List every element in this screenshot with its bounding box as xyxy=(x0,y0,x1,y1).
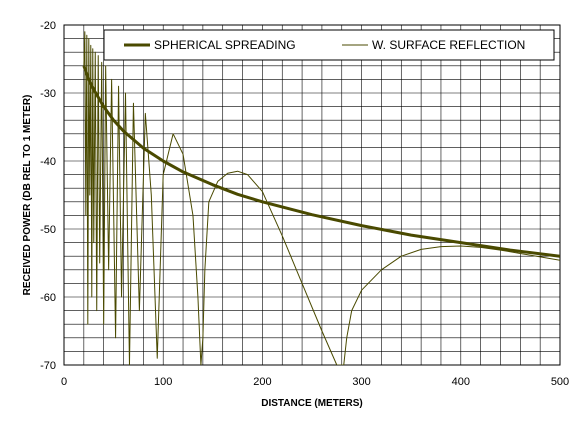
series xyxy=(82,31,560,365)
x-tick-label: 500 xyxy=(551,376,569,388)
y-tick-label: -60 xyxy=(40,292,56,304)
series-line-spherical-spreading xyxy=(82,65,560,258)
legend: SPHERICAL SPREADING W. SURFACE REFLECTIO… xyxy=(103,29,555,61)
legend-label-spherical-spreading: SPHERICAL SPREADING xyxy=(154,38,296,52)
y-tick-label: -50 xyxy=(40,224,56,236)
series-line-surface-reflection xyxy=(83,31,560,365)
legend-box xyxy=(103,29,555,61)
y-tick-label: -70 xyxy=(40,360,56,372)
x-tick-label: 0 xyxy=(61,376,67,388)
x-tick-label: 300 xyxy=(352,376,370,388)
y-tick-label: -40 xyxy=(40,156,56,168)
x-tick-label: 400 xyxy=(452,376,470,388)
x-tick-label: 100 xyxy=(154,376,172,388)
x-tick-label: 200 xyxy=(253,376,271,388)
y-tick-label: -30 xyxy=(40,88,56,100)
tick-labels: 0 100 200 300 400 500 -20 -30 -40 -50 -60 -70 xyxy=(40,20,569,388)
plot-area-border xyxy=(63,24,561,366)
y-tick-label: -20 xyxy=(40,20,56,32)
legend-label-surface-reflection: W. SURFACE REFLECTION xyxy=(372,38,525,52)
x-axis-title: DISTANCE (METERS) xyxy=(261,398,362,409)
y-axis-title: RECEIVED POWER (DB REL TO 1 METER) xyxy=(22,95,33,296)
